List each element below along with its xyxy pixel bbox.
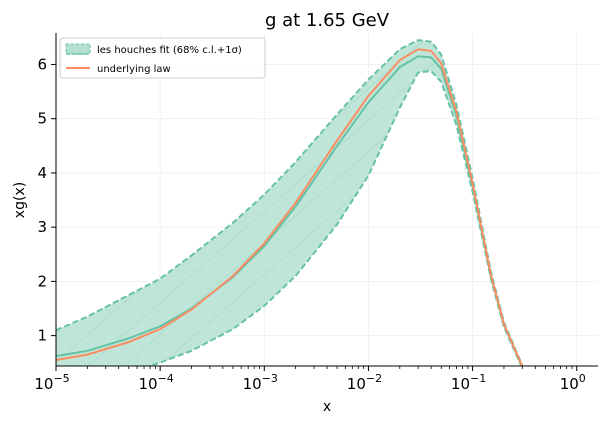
x-tick-label: 10−4 [138,372,173,393]
y-tick-label: 5 [37,110,47,128]
x-tick-label: 100 [560,372,586,393]
x-tick-label: 10−3 [243,372,278,393]
y-axis-label: xg(x) [12,182,28,218]
x-tick-label: 10−2 [347,372,382,393]
chart-title: g at 1.65 GeV [265,10,390,31]
axes: 10−5 10−4 10−3 10−2 10−1 100 1 2 3 4 5 6 [34,33,598,393]
y-tick-label: 1 [37,327,47,345]
uncertainty-band [56,40,523,366]
band-hatch-line [87,40,469,366]
y-tick-label: 4 [37,164,47,182]
x-tick-label: 10−5 [34,372,69,393]
x-axis-label: x [323,399,331,415]
legend-box [59,37,266,79]
legend: les houches fit (68% c.l.+1σ) underlying… [59,37,266,79]
y-tick-label: 6 [37,55,47,73]
legend-swatch-band [65,43,91,55]
legend-label-band: les houches fit (68% c.l.+1σ) [97,45,242,56]
band-lower-line [146,69,523,366]
y-tick-label: 3 [37,218,47,236]
x-tick-label: 10−1 [451,372,486,393]
y-tick-label: 2 [37,272,47,290]
underlying-law-line [56,48,524,366]
legend-label-law: underlying law [97,64,171,75]
band-upper-line [56,39,524,366]
